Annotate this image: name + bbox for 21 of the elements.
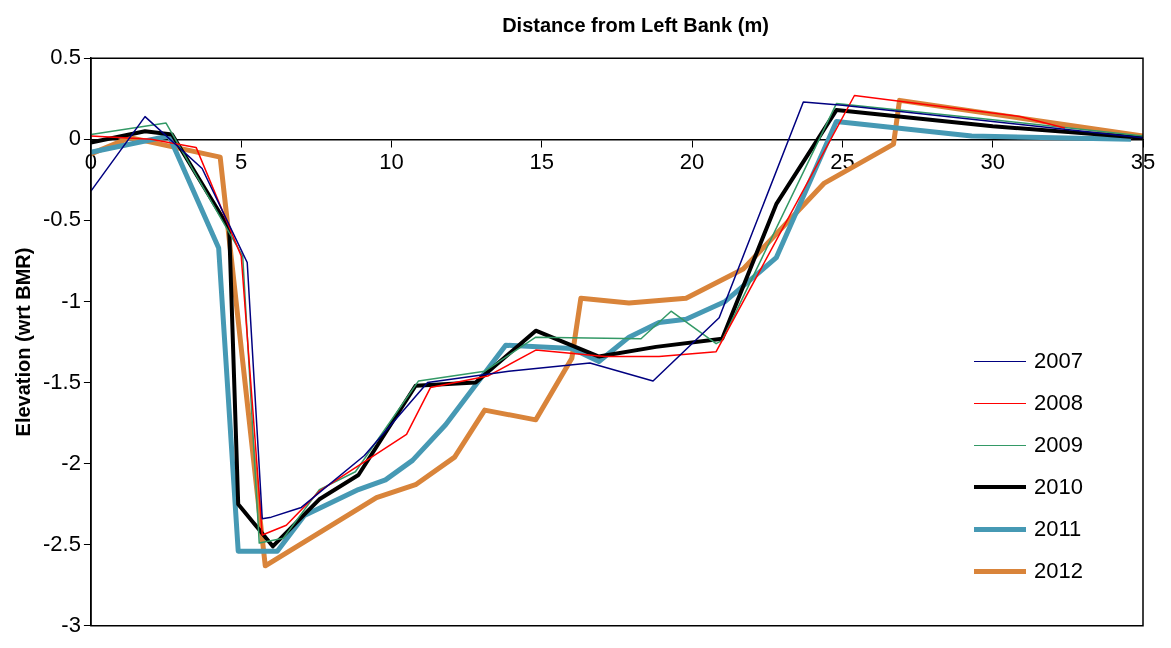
legend-label: 2007	[1034, 348, 1083, 374]
x-tick-label: 20	[679, 148, 705, 174]
legend-label: 2011	[1034, 516, 1082, 542]
y-tick-label: -1.5	[42, 368, 81, 394]
x-tick-label: 10	[379, 148, 404, 174]
legend-label: 2008	[1034, 390, 1083, 416]
legend-label: 2009	[1034, 432, 1083, 458]
y-tick-label: -0.5	[42, 206, 81, 232]
y-tick-label: 0	[68, 125, 81, 151]
y-tick-label: -2.5	[42, 530, 81, 556]
y-tick-label: -1	[61, 287, 81, 313]
y-axis-title: Elevation (wrt BMR)	[11, 247, 34, 437]
x-axis-title: Distance from Left Bank (m)	[501, 13, 770, 38]
y-tick-label: -3	[61, 611, 81, 637]
legend-label: 2010	[1034, 474, 1083, 500]
y-tick-label: 0.5	[50, 44, 81, 70]
y-tick-label: -2	[61, 449, 81, 475]
x-tick-label: 15	[529, 148, 555, 174]
x-tick-label: 5	[235, 148, 248, 174]
x-tick-label: 30	[980, 148, 1005, 174]
legend-label: 2012	[1034, 558, 1083, 584]
